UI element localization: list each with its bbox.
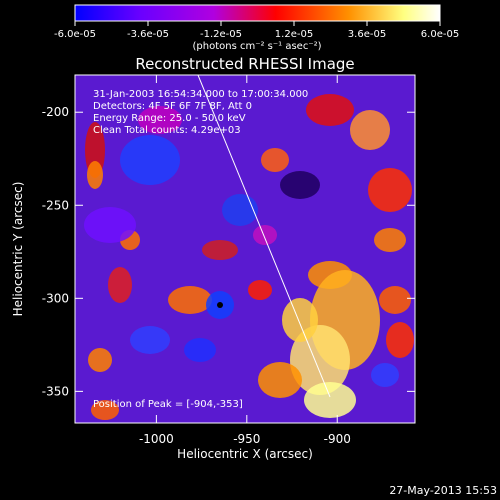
intensity-blob (168, 286, 212, 314)
intensity-blob (222, 194, 258, 226)
intensity-blob (304, 382, 356, 418)
intensity-blob (306, 94, 354, 126)
intensity-blob (138, 106, 182, 134)
intensity-blob (379, 286, 411, 314)
intensity-blob (120, 135, 180, 185)
y-tick-label: -300 (42, 291, 69, 305)
x-tick-label: -1000 (139, 432, 174, 446)
plot-frame (74, 74, 416, 424)
annotation-energy: Energy Range: 25.0 - 50.0 keV (93, 113, 246, 124)
colorbar-tick-label: 6.0e-05 (421, 29, 459, 40)
intensity-blob (282, 298, 318, 342)
intensity-blob (258, 362, 302, 398)
y-tick-label: -200 (42, 105, 69, 119)
intensity-blob (108, 267, 132, 303)
y-tick-label: -250 (42, 198, 69, 212)
intensity-blob (386, 322, 414, 358)
x-tick-label: -950 (233, 432, 260, 446)
solar-limb-line (197, 75, 331, 398)
dark-spot (217, 302, 223, 308)
chart-title: Reconstructed RHESSI Image (135, 55, 354, 73)
heatmap-image (75, 75, 415, 423)
peak-position-label: Position of Peak = [-904,-353] (93, 399, 243, 410)
intensity-blob (253, 225, 277, 245)
y-axis-label: Heliocentric Y (arcsec) (11, 182, 25, 317)
y-tick-label: -350 (42, 384, 69, 398)
intensity-blob (248, 280, 272, 300)
intensity-blob (350, 110, 390, 150)
colorbar-ticks: -6.0e-05 -3.6e-05 -1.2e-05 1.2e-05 3.6e-05 6.… (54, 21, 459, 40)
intensity-blob (374, 228, 406, 252)
intensity-blob (290, 325, 350, 395)
footer-timestamp: 27-May-2013 15:53 (389, 484, 497, 497)
intensity-blob (202, 240, 238, 260)
intensity-blob (261, 148, 289, 172)
x-axis-label: Heliocentric X (arcsec) (177, 447, 313, 461)
intensity-blob (371, 363, 399, 387)
colorbar-tick-label: 3.6e-05 (348, 29, 386, 40)
colorbar-tick-label: -6.0e-05 (54, 29, 96, 40)
colorbar-tick-label: -3.6e-05 (127, 29, 169, 40)
annotation-detectors: Detectors: 4F 5F 6F 7F 8F, Att 0 (93, 101, 252, 112)
intensity-blob (85, 122, 105, 178)
intensity-blob (280, 171, 320, 199)
colorbar-tick-label: 1.2e-05 (275, 29, 313, 40)
intensity-blob (91, 400, 119, 420)
annotation-time: 31-Jan-2003 16:54:34.000 to 17:00:34.000 (93, 89, 308, 100)
annotation-counts: Clean Total counts: 4.29e+03 (93, 125, 241, 136)
x-tick-label: -900 (324, 432, 351, 446)
intensity-blob (88, 348, 112, 372)
intensity-blob (184, 338, 216, 362)
intensity-blob (84, 207, 136, 243)
intensity-blob (130, 326, 170, 354)
colorbar-tick-label: -1.2e-05 (200, 29, 242, 40)
colorbar (74, 4, 441, 22)
intensity-blob (368, 168, 412, 212)
colorbar-unit-label: (photons cm⁻² s⁻¹ asec⁻²) (192, 41, 321, 52)
axis-ticks: -1000 -950 -900 -200 -250 -300 -350 (42, 75, 415, 446)
intensity-blob (87, 161, 103, 189)
